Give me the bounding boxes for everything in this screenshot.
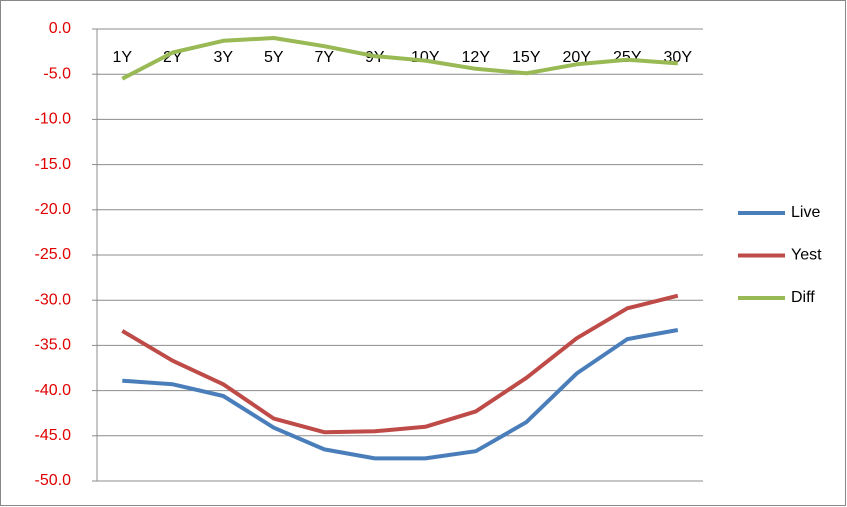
x-tick-label: 12Y	[462, 49, 491, 66]
x-tick-label: 15Y	[512, 49, 541, 66]
legend-label: Live	[791, 204, 820, 221]
y-tick-label: -30.0	[35, 291, 72, 308]
y-tick-label: 0.0	[49, 20, 71, 37]
x-tick-label: 7Y	[314, 49, 334, 66]
x-tick-label: 1Y	[112, 49, 132, 66]
y-tick-label: -40.0	[35, 382, 72, 399]
x-tick-label: 3Y	[213, 49, 233, 66]
legend-label: Diff	[791, 289, 815, 306]
y-tick-label: -5.0	[43, 65, 71, 82]
y-tick-label: -25.0	[35, 246, 72, 263]
y-tick-label: -15.0	[35, 156, 72, 173]
series-line	[122, 328, 679, 461]
y-tick-label: -50.0	[35, 472, 72, 489]
y-tick-label: -45.0	[35, 427, 72, 444]
series-line	[121, 36, 678, 81]
y-tick-label: -20.0	[35, 201, 72, 218]
series-line	[121, 293, 679, 435]
y-tick-label: -10.0	[35, 111, 72, 128]
x-tick-label: 5Y	[264, 49, 284, 66]
legend-label: Yest	[791, 247, 822, 264]
y-tick-label: -35.0	[35, 337, 72, 354]
